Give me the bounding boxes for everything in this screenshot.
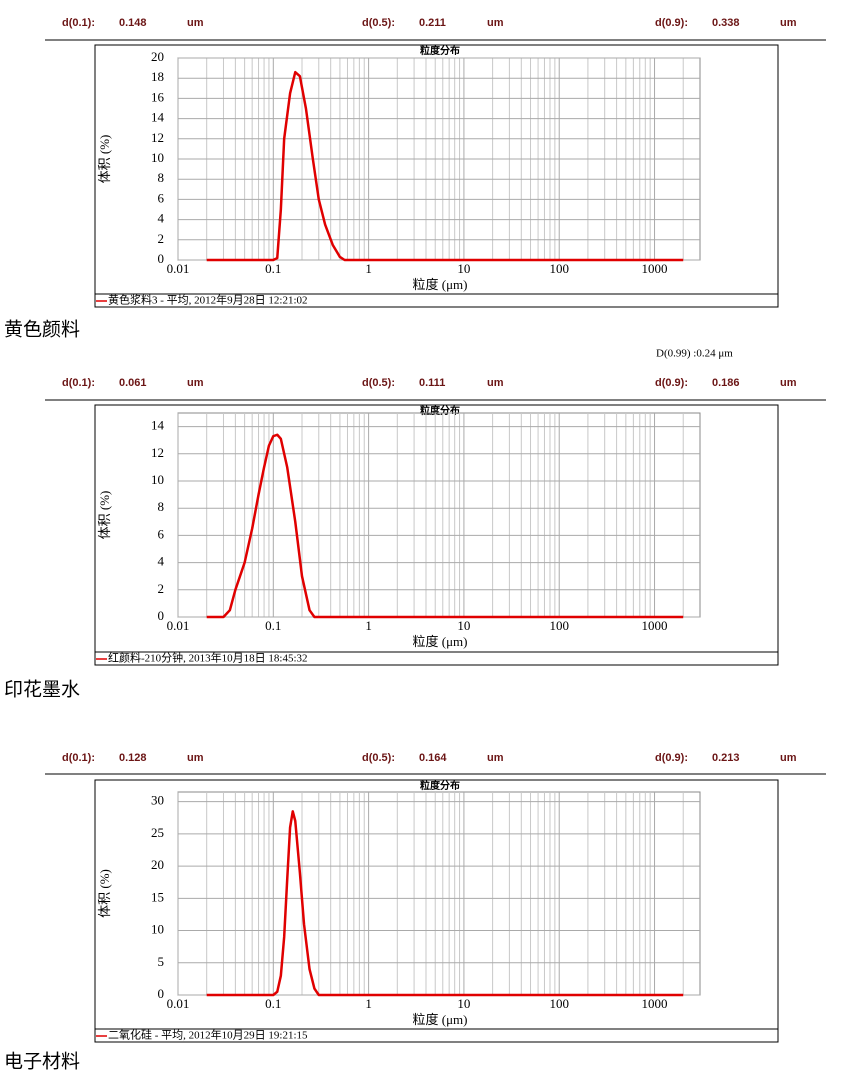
caption: 印花墨水 xyxy=(4,679,80,701)
stat-unit: um xyxy=(780,752,797,764)
x-tick-label: 1 xyxy=(365,618,372,633)
stat-label: d(0.1): xyxy=(62,17,95,29)
y-tick-label: 2 xyxy=(158,231,165,246)
legend-label: 黄色浆料3 - 平均, 2012年9月28日 12:21:02 xyxy=(108,293,308,307)
stat-label: d(0.9): xyxy=(655,752,688,764)
stat-value: 0.211 xyxy=(419,17,446,29)
stat-value: 0.111 xyxy=(419,377,445,389)
x-tick-label: 1 xyxy=(365,996,372,1011)
chart-frame xyxy=(94,44,779,308)
y-tick-label: 2 xyxy=(158,581,165,596)
stat-value: 0.061 xyxy=(119,377,147,389)
y-tick-label: 16 xyxy=(151,89,165,104)
stat-unit: um xyxy=(487,752,504,764)
x-tick-label: 10 xyxy=(457,996,470,1011)
y-tick-label: 12 xyxy=(151,130,164,145)
stat-unit: um xyxy=(780,17,797,29)
legend-label: 二氧化硅 - 平均, 2012年10月29日 19:21:15 xyxy=(108,1028,308,1042)
plot-area xyxy=(177,412,701,618)
x-axis-label: 粒度 (μm) xyxy=(413,277,468,292)
stat-value: 0.164 xyxy=(419,752,447,764)
y-tick-label: 20 xyxy=(151,857,164,872)
x-tick-label: 10 xyxy=(457,261,470,276)
y-tick-label: 12 xyxy=(151,445,164,460)
x-axis-label: 粒度 (μm) xyxy=(413,634,468,649)
stat-value: 0.213 xyxy=(712,752,740,764)
y-tick-label: 6 xyxy=(158,190,165,205)
data-line xyxy=(206,433,684,619)
y-tick-label: 10 xyxy=(151,150,164,165)
y-tick-label: 5 xyxy=(158,954,165,969)
x-tick-label: 100 xyxy=(549,996,569,1011)
y-tick-label: 30 xyxy=(151,793,164,808)
stat-value: 0.338 xyxy=(712,17,740,29)
x-tick-label: 0.1 xyxy=(265,261,281,276)
stat-label: d(0.1): xyxy=(62,752,95,764)
x-tick-label: 1000 xyxy=(642,996,668,1011)
stat-unit: um xyxy=(187,377,204,389)
y-tick-label: 6 xyxy=(158,526,165,541)
y-tick-label: 14 xyxy=(151,110,165,125)
stat-unit: um xyxy=(780,377,797,389)
y-axis-label: 体积 (%) xyxy=(97,135,112,184)
y-tick-label: 15 xyxy=(151,889,164,904)
data-line xyxy=(206,810,684,997)
stat-label: d(0.5): xyxy=(362,377,395,389)
caption: 电子材料 xyxy=(4,1051,80,1073)
y-tick-label: 18 xyxy=(151,69,164,84)
stat-unit: um xyxy=(487,17,504,29)
stat-value: 0.148 xyxy=(119,17,147,29)
stat-label: d(0.9): xyxy=(655,377,688,389)
x-tick-label: 0.01 xyxy=(167,618,190,633)
y-tick-label: 8 xyxy=(158,499,165,514)
stat-label: d(0.5): xyxy=(362,752,395,764)
x-tick-label: 100 xyxy=(549,618,569,633)
y-tick-label: 25 xyxy=(151,825,164,840)
stat-value: 0.186 xyxy=(712,377,740,389)
y-tick-label: 10 xyxy=(151,922,164,937)
y-tick-label: 14 xyxy=(151,418,165,433)
x-tick-label: 0.01 xyxy=(167,996,190,1011)
chart-title: 粒度分布 xyxy=(420,404,460,417)
x-tick-label: 10 xyxy=(457,618,470,633)
chart-frame xyxy=(94,779,779,1043)
x-tick-label: 1000 xyxy=(642,261,668,276)
y-tick-label: 8 xyxy=(158,170,165,185)
x-tick-label: 0.1 xyxy=(265,618,281,633)
y-tick-label: 10 xyxy=(151,472,164,487)
x-tick-label: 0.01 xyxy=(167,261,190,276)
y-tick-label: 0 xyxy=(158,986,165,1001)
data-line xyxy=(206,70,684,262)
chart-title: 粒度分布 xyxy=(420,779,460,792)
y-tick-label: 0 xyxy=(158,608,165,623)
y-axis-label: 体积 (%) xyxy=(97,869,112,918)
y-tick-label: 20 xyxy=(151,49,164,64)
stat-label: d(0.9): xyxy=(655,17,688,29)
x-tick-label: 1000 xyxy=(642,618,668,633)
x-tick-label: 100 xyxy=(549,261,569,276)
y-tick-label: 4 xyxy=(158,554,165,569)
stat-unit: um xyxy=(487,377,504,389)
y-tick-label: 4 xyxy=(158,211,165,226)
y-axis-label: 体积 (%) xyxy=(97,491,112,540)
y-tick-label: 0 xyxy=(158,251,165,266)
chart-frame xyxy=(94,404,779,666)
x-tick-label: 0.1 xyxy=(265,996,281,1011)
x-axis-label: 粒度 (μm) xyxy=(413,1012,468,1027)
stat-value: 0.128 xyxy=(119,752,147,764)
caption: 黄色颜料 xyxy=(4,319,80,341)
chart-title: 粒度分布 xyxy=(420,44,460,57)
stat-label: d(0.5): xyxy=(362,17,395,29)
stat-unit: um xyxy=(187,17,204,29)
legend-label: 红颜料-210分钟, 2013年10月18日 18:45:32 xyxy=(108,651,308,665)
stat-unit: um xyxy=(187,752,204,764)
stat-label: d(0.1): xyxy=(62,377,95,389)
plot-area xyxy=(177,791,701,996)
x-tick-label: 1 xyxy=(365,261,372,276)
note: D(0.99) :0.24 μm xyxy=(656,348,733,360)
